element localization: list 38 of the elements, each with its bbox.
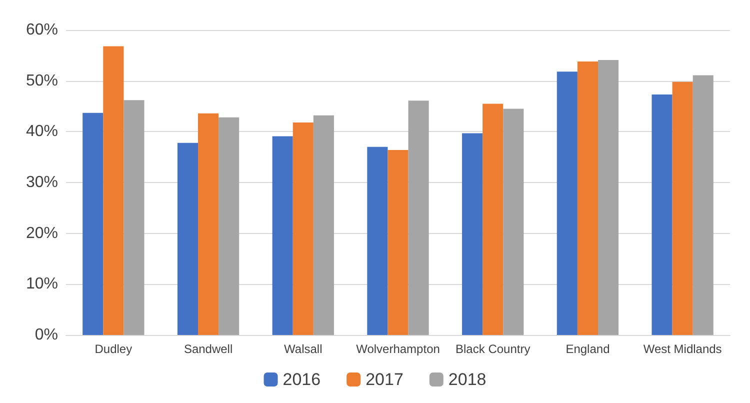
- legend-label: 2016: [282, 370, 321, 389]
- bar: [503, 108, 524, 335]
- x-tick-label: Sandwell: [184, 342, 233, 356]
- y-tick-label: 10%: [26, 276, 58, 293]
- x-tick-label: Dudley: [94, 342, 132, 356]
- x-tick-label: England: [566, 342, 610, 356]
- y-tick-label: 60%: [26, 22, 58, 38]
- legend-label: 2017: [366, 370, 404, 389]
- bar: [292, 122, 314, 335]
- bar: [598, 60, 619, 335]
- bar: [672, 82, 693, 335]
- bar: [692, 75, 714, 335]
- bar: [482, 104, 504, 335]
- bar: [577, 62, 598, 335]
- y-tick-label: 20%: [26, 224, 58, 242]
- bar: [198, 113, 219, 335]
- x-tick-label: Wolverhampton: [356, 342, 440, 356]
- bar: [556, 72, 578, 335]
- y-tick-label: 30%: [26, 174, 58, 191]
- bar: [313, 115, 334, 335]
- bar: [103, 46, 124, 335]
- bar: [177, 142, 198, 335]
- bar: [652, 94, 672, 335]
- bar: [124, 100, 144, 335]
- y-tick-label: 0%: [34, 326, 58, 344]
- bar: [367, 146, 388, 335]
- bar: [82, 112, 104, 335]
- bar: [218, 117, 240, 335]
- x-tick-label: Black Country: [456, 342, 530, 356]
- y-tick-label: 40%: [26, 123, 58, 140]
- x-tick-label: West Midlands: [643, 342, 722, 356]
- bar: [462, 133, 483, 335]
- bar: [388, 150, 408, 335]
- y-tick-label: 50%: [26, 72, 58, 90]
- bar: [272, 136, 293, 335]
- x-tick-label: Walsall: [284, 342, 322, 356]
- legend-label: 2018: [448, 370, 486, 389]
- bar: [408, 100, 429, 335]
